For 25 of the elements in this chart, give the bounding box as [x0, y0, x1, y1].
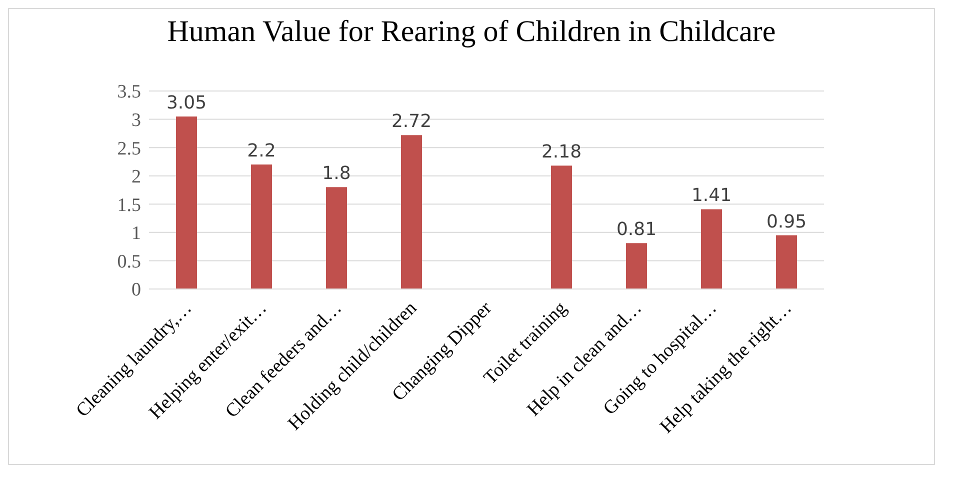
bar — [176, 116, 197, 289]
bar — [326, 187, 347, 289]
data-label: 2.18 — [541, 142, 582, 163]
y-tick-label: 3 — [132, 110, 141, 132]
data-label: 2.72 — [391, 111, 432, 132]
data-label: 2.2 — [247, 140, 276, 162]
chart-title: Human Value for Rearing of Children in Childcare — [166, 15, 777, 49]
data-label: 0.81 — [616, 219, 657, 240]
y-tick-label: 0 — [132, 280, 141, 301]
bar — [776, 235, 797, 289]
bar — [251, 164, 272, 289]
y-tick-label: 1 — [132, 223, 141, 244]
data-label: 3.05 — [166, 92, 207, 114]
y-tick-label: 0.5 — [117, 251, 141, 272]
y-tick-label: 1.5 — [117, 194, 141, 216]
y-tick-label: 2 — [132, 166, 141, 188]
y-tick-label: 3.5 — [117, 82, 141, 103]
data-label: 1.41 — [691, 185, 732, 206]
bar — [626, 243, 647, 289]
bar — [551, 166, 572, 289]
bar — [401, 135, 422, 289]
y-tick-label: 2.5 — [117, 138, 141, 160]
data-label: 1.8 — [322, 163, 351, 184]
data-label: 0.95 — [766, 211, 807, 232]
bar — [701, 209, 722, 289]
